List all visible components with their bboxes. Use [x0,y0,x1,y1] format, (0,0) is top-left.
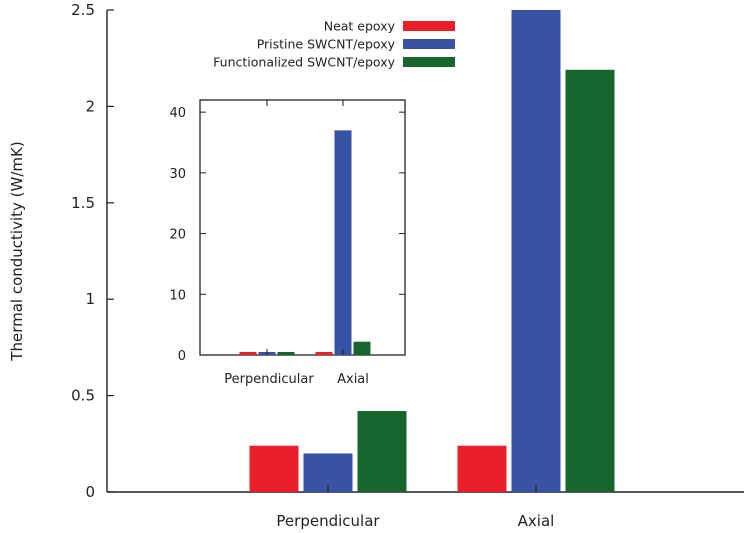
main-x-ticks: Perpendicular Axial [276,485,554,530]
main-bars [249,10,615,492]
legend-label: Pristine SWCNT/epoxy [257,37,396,52]
bar [249,445,299,492]
inset-background [199,99,406,356]
inset-y-ticks: 0 10 20 30 40 [169,106,405,364]
inset-y-tick-label: 10 [169,288,186,303]
inset-bars [239,130,371,355]
legend-swatch [403,57,455,67]
x-tick-label: Axial [518,512,555,530]
inset-y-tick-label: 40 [169,106,186,121]
inset-bar [315,352,333,355]
inset-x-ticks: Perpendicular Axial [224,100,369,387]
inset-x-tick-label: Axial [337,372,369,387]
y-tick-label: 1.5 [71,194,95,212]
inset-y-tick-label: 20 [169,228,186,243]
x-tick-label: Perpendicular [276,512,380,530]
legend: Neat epoxy Pristine SWCNT/epoxy Functional… [213,19,455,70]
inset-bar [334,130,352,355]
inset-y-tick-label: 0 [178,349,186,364]
inset-bar [277,352,295,355]
y-tick-label: 0 [85,483,95,501]
main-plot-frame [106,10,744,493]
inset-y-tick-label: 30 [169,167,186,182]
main-y-ticks: 0 0.5 1 1.5 2 2.5 [71,1,114,501]
bar [565,69,615,492]
inset-bar [239,352,257,355]
bar [511,10,561,492]
y-tick-label: 2 [85,97,95,115]
y-tick-label: 0.5 [71,387,95,405]
bar [457,445,507,492]
legend-swatch [403,21,455,31]
y-tick-label: 2.5 [71,1,95,19]
inset-x-tick-label: Perpendicular [224,372,314,387]
bar [357,411,407,492]
y-axis-label: Thermal conductivity (W/mK) [8,141,26,361]
inset-bar [353,341,371,355]
legend-label: Functionalized SWCNT/epoxy [213,55,395,70]
inset-chart: 0 10 20 30 40 Perpendicular Axial [169,99,406,387]
legend-swatch [403,39,455,49]
y-tick-label: 1 [85,290,95,308]
legend-label: Neat epoxy [324,19,396,34]
